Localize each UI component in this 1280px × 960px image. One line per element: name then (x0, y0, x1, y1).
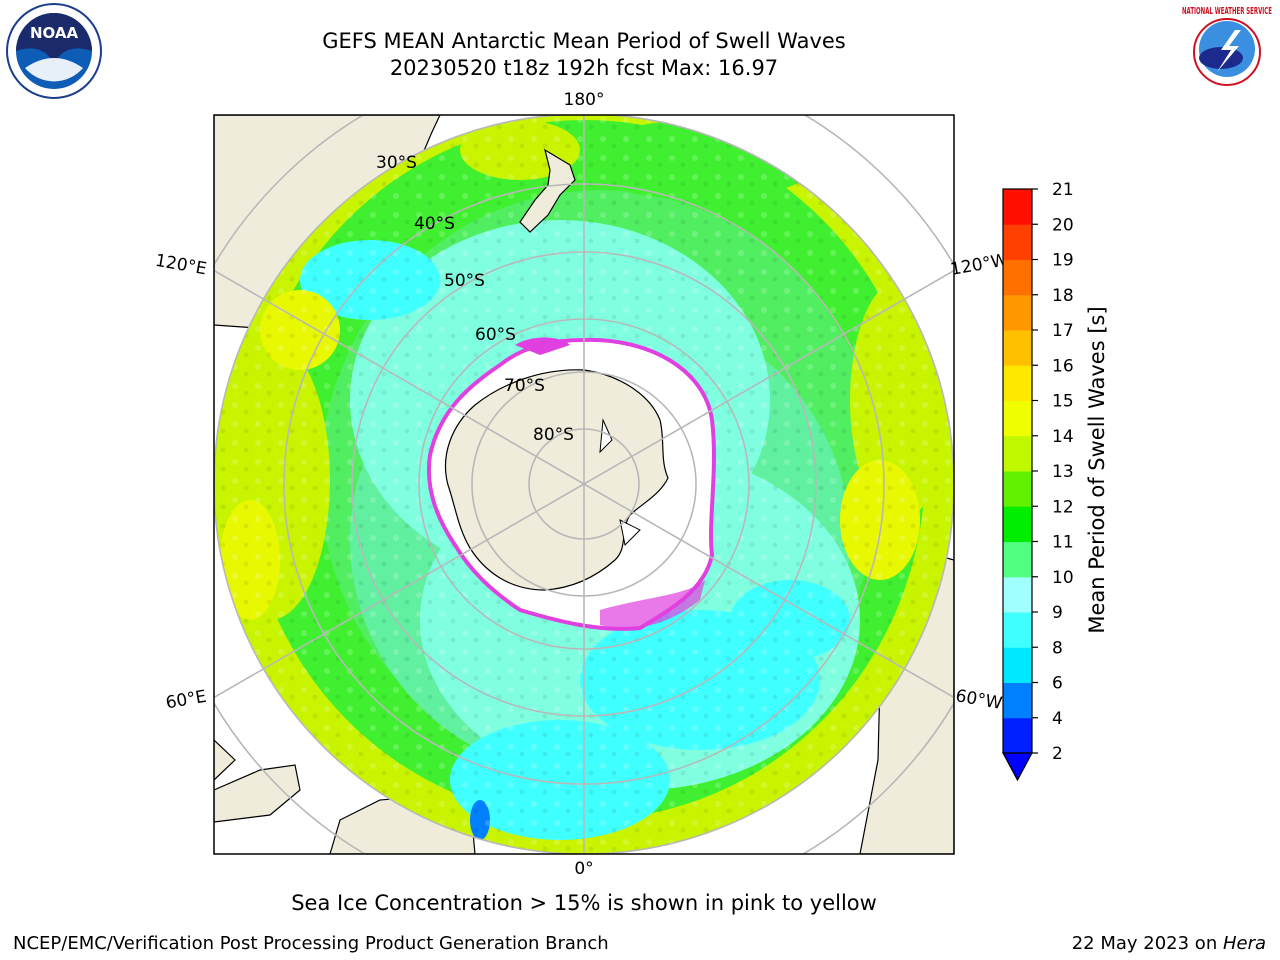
colorbar-tick-label: 11 (1052, 533, 1074, 553)
colorbar-tick-label: 19 (1052, 251, 1074, 271)
nws-logo-text: NATIONAL WEATHER SERVICE (1182, 6, 1272, 17)
lat-label-40s: 40°S (414, 214, 455, 234)
noaa-logo-text: NOAA (30, 24, 79, 42)
colorbar-segment (1003, 647, 1032, 683)
colorbar-tick-label: 16 (1052, 356, 1074, 376)
colorbar-segment (1003, 294, 1032, 331)
colorbar-label: Mean Period of Swell Waves [s] (1085, 306, 1109, 634)
colorbar-tick-label: 17 (1052, 321, 1074, 341)
chart-subtitle: 20230520 t18z 192h fcst Max: 16.97 (389, 56, 779, 80)
colorbar-tick-label: 6 (1052, 674, 1063, 694)
lat-label-70s: 70°S (504, 376, 545, 396)
graticule (214, 115, 954, 854)
colorbar-segment (1003, 365, 1032, 401)
colorbar-segment (1003, 682, 1032, 719)
colorbar-segment (1003, 717, 1032, 754)
colorbar-tick-label: 2 (1052, 744, 1063, 764)
colorbar: 2 4 6 8 9 10 11 12 13 14 15 16 17 18 19 20 21 (1001, 180, 1074, 782)
colorbar-segment (1003, 400, 1032, 437)
colorbar-tick-label: 15 (1052, 392, 1074, 412)
colorbar-tick-label: 14 (1052, 427, 1074, 447)
colorbar-segment (1003, 435, 1032, 472)
lon-label-120w: 120°W (949, 250, 1010, 280)
credit-text: NCEP/EMC/Verification Post Processing Pr… (13, 933, 609, 954)
colorbar-segment (1003, 541, 1032, 578)
nws-logo-icon: NATIONAL WEATHER SERVICE (1179, 4, 1275, 100)
colorbar-extend-arrow (1001, 752, 1034, 782)
colorbar-tick-label: 4 (1052, 709, 1063, 729)
lon-label-0: 0° (574, 859, 593, 879)
colorbar-segment (1003, 330, 1032, 366)
machine-name: Hera (1222, 933, 1266, 954)
chart-title: GEFS MEAN Antarctic Mean Period of Swell… (322, 29, 846, 53)
date-prefix: 22 May 2023 on (1071, 933, 1223, 954)
sea-ice-note: Sea Ice Concentration > 15% is shown in … (291, 891, 877, 915)
colorbar-segment (1003, 259, 1032, 296)
colorbar-segment (1003, 189, 1032, 225)
colorbar-segment (1003, 224, 1032, 260)
colorbar-tick-label: 9 (1052, 603, 1063, 623)
new-zealand-land (519, 148, 576, 233)
lon-label-60e: 60°E (164, 687, 208, 714)
lon-label-180: 180° (564, 90, 605, 110)
noaa-logo-icon: NOAA (6, 3, 102, 99)
colorbar-tick-label: 10 (1052, 568, 1074, 588)
lon-label-60w: 60°W (954, 686, 1004, 714)
colorbar-segment (1003, 612, 1032, 648)
colorbar-tick-label: 12 (1052, 497, 1074, 517)
lat-label-80s: 80°S (533, 425, 574, 445)
antarctica-land (444, 369, 669, 591)
colorbar-tick-label: 8 (1052, 638, 1063, 658)
lon-label-120e: 120°E (154, 251, 208, 280)
colorbar-tick-label: 13 (1052, 462, 1074, 482)
map-frame (213, 114, 955, 855)
colorbar-tick-label: 20 (1052, 215, 1074, 235)
lat-label-60s: 60°S (475, 325, 516, 345)
colorbar-segment (1003, 576, 1032, 613)
lat-label-30s: 30°S (376, 153, 417, 173)
colorbar-segment (1003, 471, 1032, 507)
colorbar-segment (1003, 506, 1032, 542)
date-text: 22 May 2023 on Hera (1072, 933, 1266, 955)
colorbar-tick-label: 18 (1052, 286, 1074, 306)
lat-label-50s: 50°S (444, 271, 485, 291)
colorbar-tick-label: 21 (1052, 180, 1074, 200)
